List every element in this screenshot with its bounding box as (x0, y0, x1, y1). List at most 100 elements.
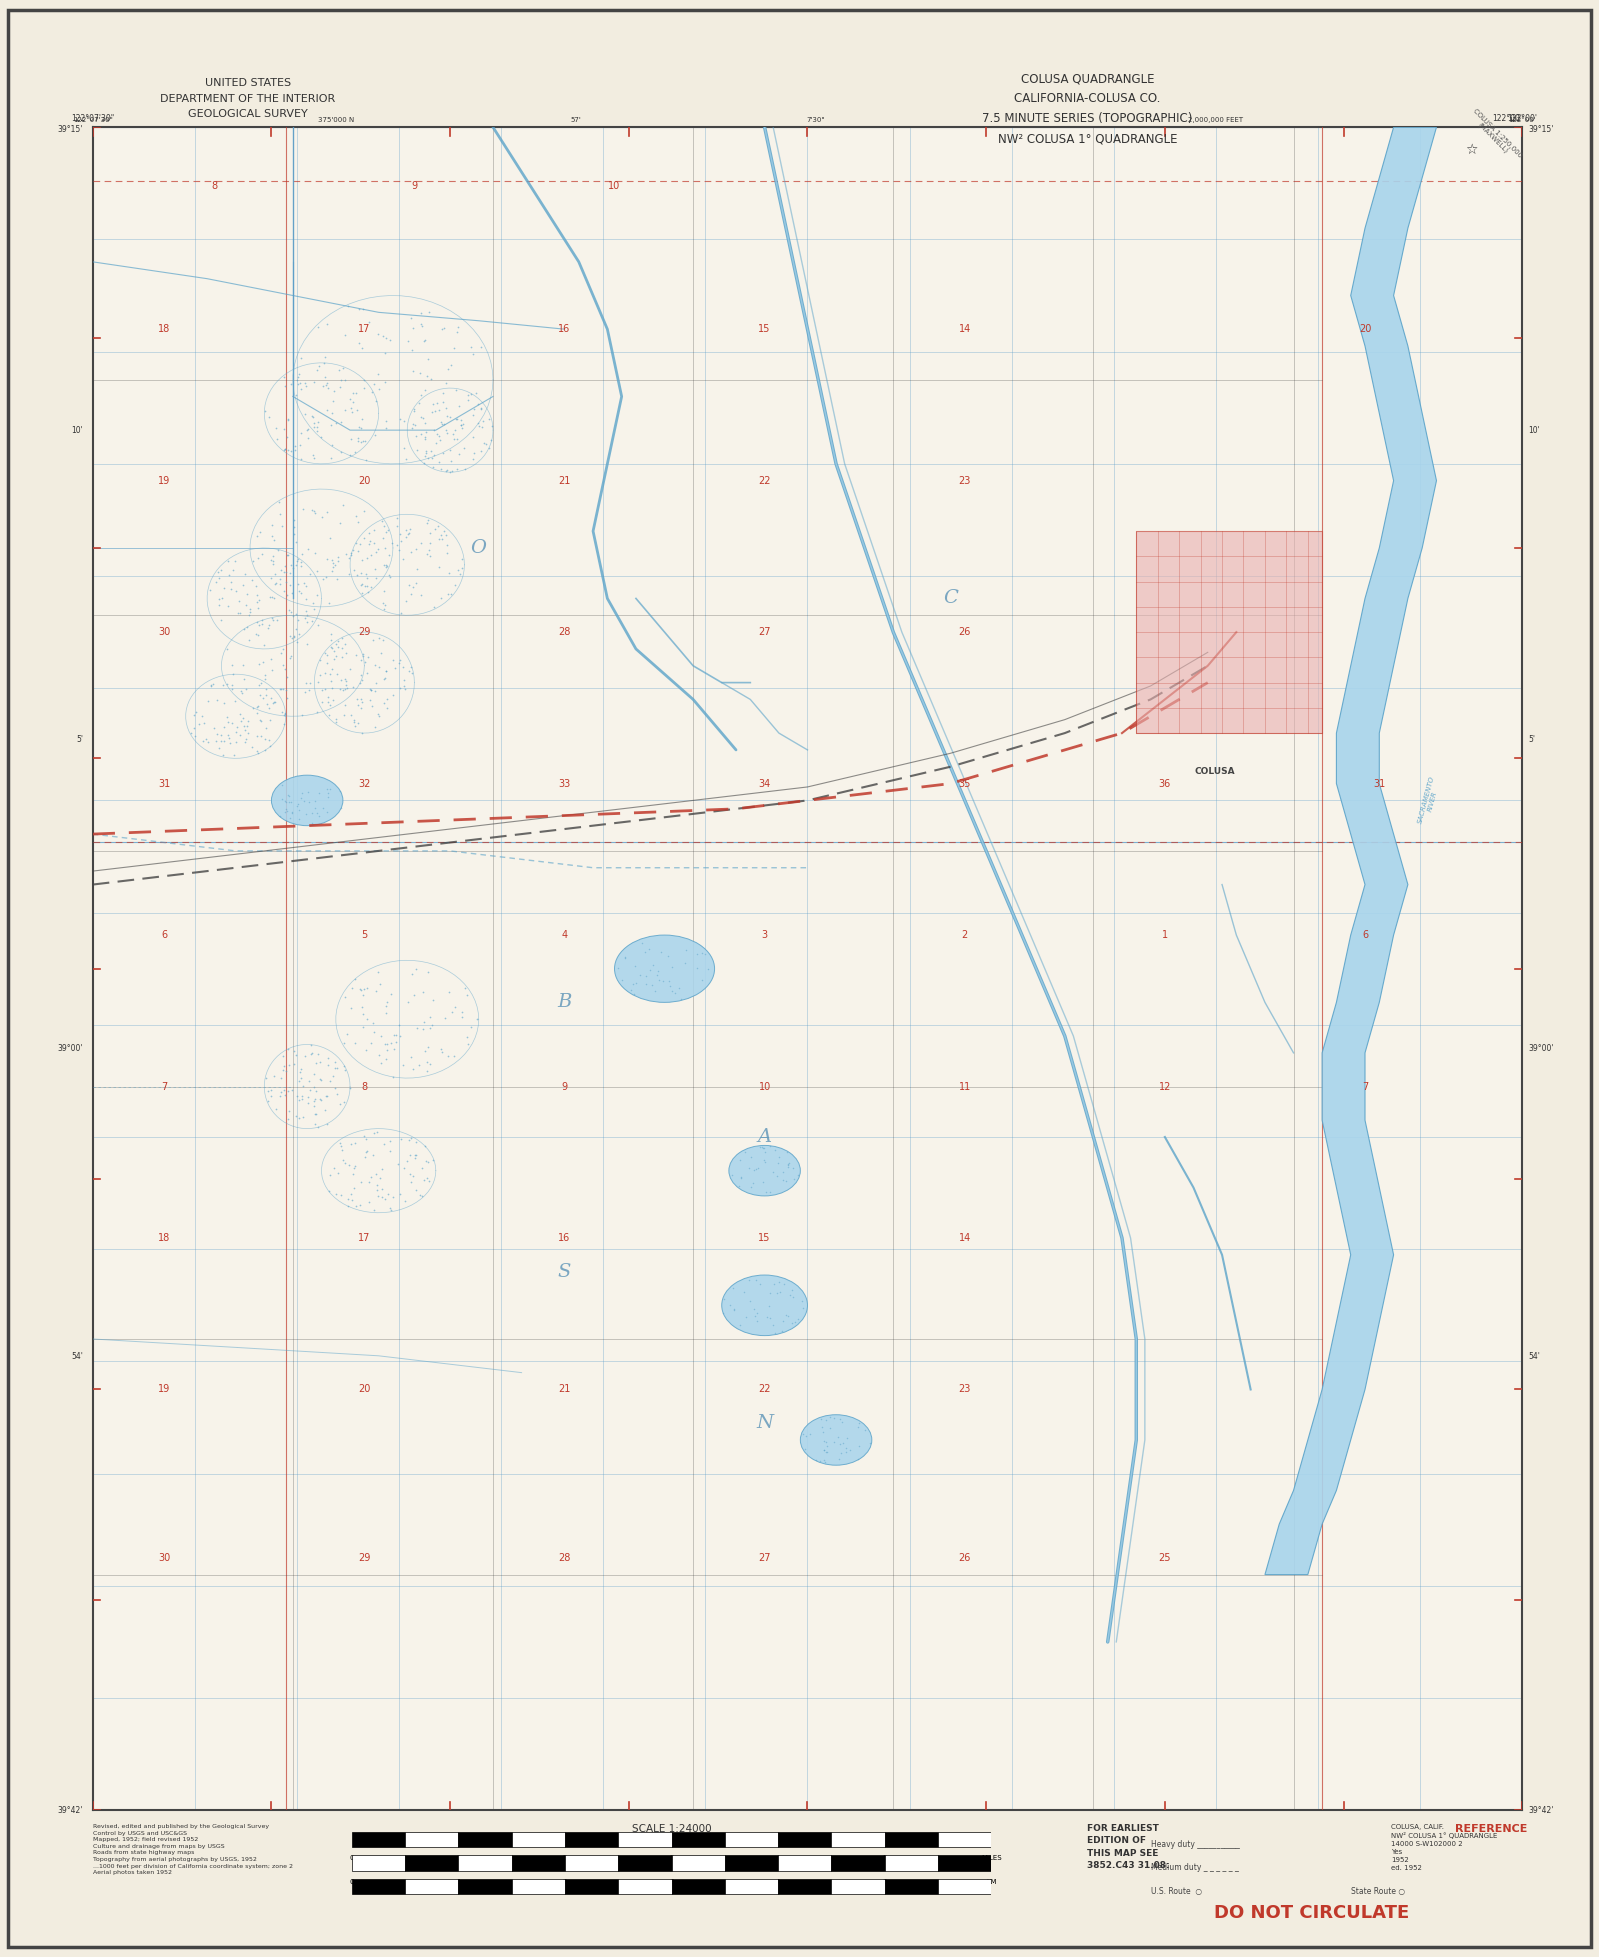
Point (325, 1053, 350, 1084)
Point (289, 701, 315, 732)
Point (429, 1033, 454, 1065)
Point (334, 669, 360, 701)
Point (400, 356, 425, 387)
Point (248, 720, 273, 751)
Point (411, 1006, 437, 1037)
Point (633, 969, 659, 1000)
Bar (672, 1832, 724, 1847)
Point (227, 705, 253, 736)
Point (393, 515, 419, 546)
Point (328, 1180, 353, 1211)
Point (833, 1433, 859, 1464)
Point (253, 673, 278, 705)
Point (189, 701, 214, 732)
Point (278, 787, 304, 818)
Point (469, 333, 494, 364)
Text: State Route ○: State Route ○ (1351, 1887, 1406, 1896)
Point (313, 562, 339, 593)
Point (465, 387, 491, 419)
Text: 2: 2 (563, 1879, 568, 1885)
Text: 7'30": 7'30" (806, 117, 825, 123)
Point (368, 1020, 393, 1051)
Point (812, 1446, 838, 1478)
Point (281, 1035, 307, 1067)
Point (328, 372, 353, 403)
Bar (405, 1855, 459, 1871)
Point (288, 1063, 313, 1094)
Point (304, 796, 329, 828)
Point (368, 969, 393, 1000)
Point (286, 618, 312, 650)
Point (309, 421, 334, 452)
Point (644, 955, 670, 986)
Point (721, 1294, 747, 1325)
Point (333, 982, 358, 1014)
Point (304, 697, 329, 728)
Point (409, 309, 435, 341)
Bar (724, 1832, 779, 1847)
Point (288, 783, 313, 814)
Point (323, 706, 349, 738)
Point (232, 714, 257, 746)
Point (329, 1135, 355, 1166)
Point (344, 1190, 369, 1221)
Point (461, 399, 486, 431)
Point (304, 556, 329, 587)
Text: 122°00': 122°00' (1508, 117, 1537, 123)
Point (285, 368, 310, 399)
Point (440, 419, 465, 450)
Point (216, 706, 241, 738)
Point (296, 423, 321, 454)
Point (342, 1127, 368, 1159)
Point (269, 638, 294, 669)
Point (277, 1049, 302, 1080)
Point (294, 1082, 320, 1114)
Ellipse shape (729, 1145, 801, 1196)
Point (429, 1037, 454, 1069)
Text: 0: 0 (350, 1855, 353, 1861)
Text: COLUSA 1:250,000
(MAXWELL): COLUSA 1:250,000 (MAXWELL) (1466, 108, 1524, 164)
Point (249, 609, 275, 640)
Point (368, 638, 393, 669)
Point (363, 421, 389, 452)
Point (259, 521, 285, 552)
Text: 16: 16 (558, 325, 571, 335)
Point (336, 542, 361, 573)
Point (785, 1303, 811, 1335)
Ellipse shape (614, 935, 715, 1002)
Point (373, 1043, 398, 1074)
Point (400, 658, 425, 689)
Point (336, 1149, 361, 1180)
Text: 2: 2 (961, 930, 967, 939)
Point (828, 1438, 854, 1470)
Point (363, 975, 389, 1006)
Point (317, 660, 342, 691)
Point (392, 405, 417, 436)
Text: S: S (558, 1262, 571, 1280)
Point (205, 685, 230, 716)
Point (307, 660, 333, 691)
Point (627, 959, 652, 990)
Point (237, 597, 262, 628)
Point (280, 577, 305, 609)
Point (334, 673, 360, 705)
Point (454, 978, 480, 1010)
Point (403, 953, 429, 984)
Point (358, 673, 384, 705)
Point (232, 558, 257, 589)
Point (211, 724, 237, 755)
Point (761, 1157, 787, 1188)
Text: A: A (758, 1127, 772, 1147)
Point (245, 720, 270, 751)
Point (278, 548, 304, 579)
Point (307, 1045, 333, 1076)
Point (352, 973, 377, 1004)
Point (272, 785, 297, 816)
Point (206, 732, 232, 763)
Point (684, 953, 710, 984)
Point (414, 957, 440, 988)
Point (406, 387, 432, 419)
Point (827, 1429, 852, 1460)
Point (315, 777, 341, 808)
Point (318, 1067, 344, 1098)
